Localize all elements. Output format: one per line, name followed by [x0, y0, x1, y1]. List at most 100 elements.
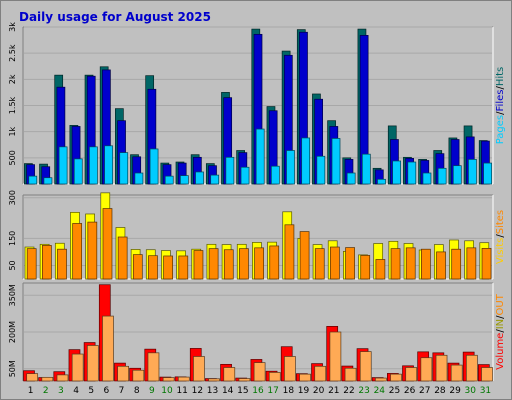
- bar-volume-out: [314, 365, 327, 382]
- bar-volume-out: [284, 356, 296, 382]
- tick-label-hits: 500: [8, 150, 17, 165]
- bar-hits-pages: [468, 159, 477, 185]
- bar-hits-pages: [346, 172, 356, 185]
- tick-label-visits: 300: [8, 190, 17, 205]
- bar-volume-out: [299, 373, 311, 382]
- bar-hits-pages: [271, 165, 280, 185]
- bar-volume-out: [223, 367, 236, 382]
- bar-visits-sites: [375, 259, 386, 280]
- bar-hits-pages: [331, 138, 341, 185]
- bar-volume-out: [405, 367, 418, 382]
- bar-volume-out: [420, 357, 433, 382]
- bar-visits-sites: [223, 249, 234, 280]
- x-tick-label: 16: [252, 386, 264, 396]
- x-tick-label: 10: [161, 386, 173, 396]
- x-tick-label: 14: [222, 386, 234, 396]
- bar-volume-out: [268, 372, 281, 382]
- legend-volume: Volume/IN/OUT: [495, 293, 506, 370]
- bar-hits-pages: [195, 171, 204, 185]
- bar-visits-sites: [72, 223, 83, 280]
- x-tick-label: 11: [176, 386, 187, 396]
- x-tick-label: 18: [283, 386, 295, 396]
- x-tick-label: 12: [192, 386, 203, 396]
- bar-hits-pages: [437, 167, 447, 185]
- x-tick-label: 15: [237, 386, 248, 396]
- bar-volume-out: [390, 373, 402, 382]
- legend-entry: OUT: [495, 293, 506, 315]
- x-tick-label: 2: [43, 386, 49, 396]
- tick-label-volume: 200M: [8, 321, 17, 343]
- bar-visits-sites: [117, 236, 128, 280]
- bar-hits-pages: [240, 166, 250, 185]
- bar-visits-sites: [26, 248, 37, 280]
- bar-hits-pages: [422, 172, 432, 185]
- bar-volume-out: [132, 369, 145, 382]
- legend-entry: Sites: [495, 210, 506, 234]
- bar-volume-out: [26, 373, 39, 382]
- bar-hits-pages: [407, 161, 417, 185]
- bar-hits-pages: [28, 175, 38, 185]
- bar-hits-pages: [119, 152, 129, 185]
- bar-visits-sites: [132, 254, 143, 280]
- bar-visits-sites: [451, 248, 462, 280]
- x-tick-label: 19: [298, 386, 310, 396]
- x-tick-label: 31: [480, 386, 491, 396]
- x-tick-label: 8: [134, 386, 140, 396]
- x-tick-label: 25: [389, 386, 400, 396]
- bar-volume-out: [147, 352, 160, 382]
- bar-volume-out: [450, 364, 463, 382]
- bar-visits-sites: [466, 247, 477, 280]
- bar-hits-pages: [73, 158, 83, 185]
- bar-visits-sites: [57, 248, 67, 280]
- bar-visits-sites: [148, 255, 158, 280]
- bar-volume-out: [329, 331, 342, 382]
- bar-volume-out: [117, 365, 129, 382]
- tick-label-visits: 150: [8, 231, 17, 246]
- bar-visits-sites: [269, 245, 280, 280]
- bar-volume-out: [435, 354, 448, 382]
- x-tick-label: 13: [207, 386, 218, 396]
- bar-volume-out: [466, 354, 478, 382]
- bar-volume-out: [86, 345, 99, 382]
- x-tick-label: 30: [465, 386, 477, 396]
- bar-visits-sites: [481, 248, 492, 280]
- x-tick-label: 5: [88, 386, 94, 396]
- bar-hits-pages: [58, 146, 68, 185]
- bar-hits-pages: [180, 175, 189, 185]
- bar-hits-pages: [483, 162, 492, 185]
- tick-label-hits: 1.5k: [8, 96, 17, 114]
- legend-entry: /: [495, 234, 506, 238]
- tick-label-hits: 1k: [8, 126, 17, 136]
- chart-title: Daily usage for August 2025: [19, 10, 211, 24]
- bar-visits-sites: [314, 248, 325, 280]
- x-tick-label: 29: [449, 386, 461, 396]
- bar-volume-out: [344, 367, 357, 382]
- bar-hits-pages: [149, 148, 159, 185]
- bar-visits-sites: [345, 247, 355, 280]
- tick-label-visits: 50: [8, 260, 17, 270]
- bar-hits-pages: [392, 160, 402, 185]
- bar-volume-out: [208, 378, 220, 382]
- bar-volume-out: [102, 315, 114, 382]
- bar-visits-sites: [87, 221, 98, 280]
- legend-entry: /: [495, 86, 506, 90]
- x-tick-label: 1: [28, 386, 34, 396]
- bar-volume-out: [71, 353, 84, 382]
- x-tick-label: 4: [73, 386, 79, 396]
- legend-entry: Visits: [495, 238, 506, 265]
- bar-hits-pages: [377, 178, 386, 185]
- bar-visits-sites: [193, 250, 204, 280]
- x-tick-label: 22: [343, 386, 354, 396]
- bar-hits-pages: [225, 156, 235, 185]
- bar-visits-sites: [208, 248, 219, 280]
- bar-visits-sites: [254, 247, 264, 280]
- bar-hits-pages: [452, 165, 462, 185]
- legend-entry: /: [495, 111, 506, 115]
- legend-entry: IN: [495, 319, 506, 329]
- tick-label-hits: 2.5k: [8, 44, 17, 62]
- tick-label-volume: 350M: [8, 284, 17, 306]
- bar-visits-sites: [41, 245, 52, 280]
- x-tick-label: 20: [313, 386, 325, 396]
